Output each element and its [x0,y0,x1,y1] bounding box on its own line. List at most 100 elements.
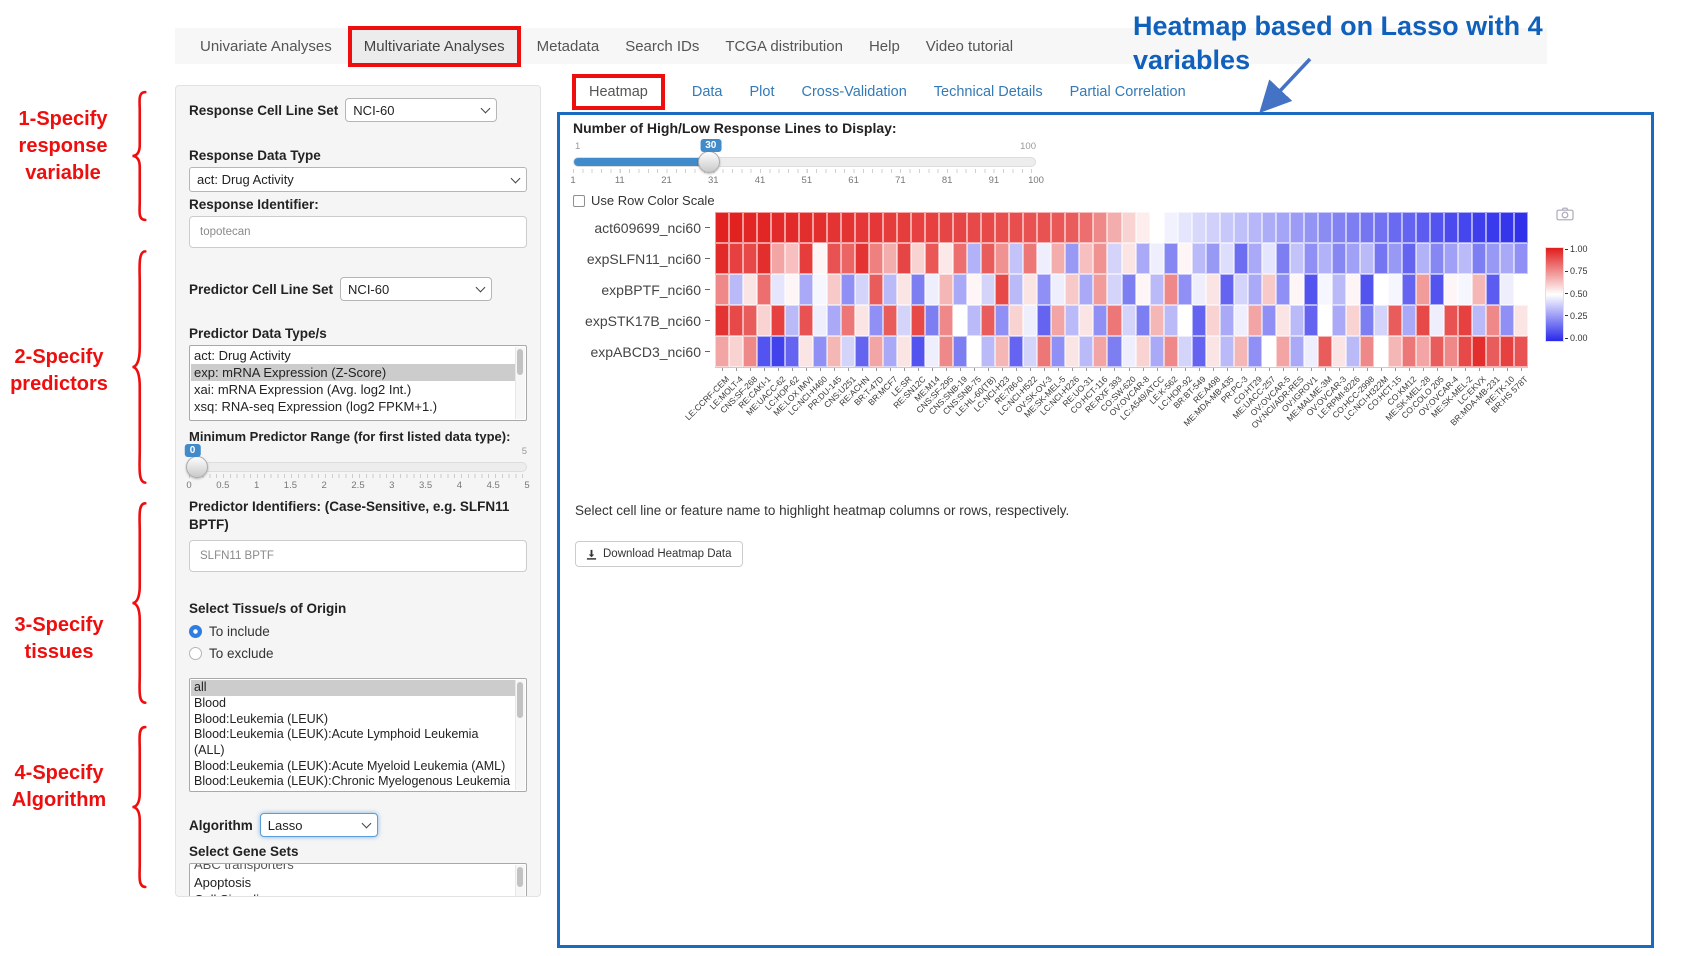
heatmap-cell[interactable] [1191,336,1206,367]
heatmap-cell[interactable] [1233,336,1248,367]
heatmap-cell[interactable] [1261,336,1276,367]
heatmap-cell[interactable] [939,336,954,367]
heatmap-cell[interactable] [1051,305,1066,336]
heatmap-cell[interactable] [1457,243,1472,274]
heatmap-cell[interactable] [883,243,898,274]
heatmap-cell[interactable] [1065,212,1080,243]
heatmap-cell[interactable] [715,212,730,243]
heatmap-cell[interactable] [1485,336,1500,367]
heatmap-cell[interactable] [1205,274,1220,305]
heatmap-cell[interactable] [1009,212,1024,243]
tab-partial-correlation[interactable]: Partial Correlation [1069,84,1186,100]
heatmap-cell[interactable] [757,243,772,274]
heatmap-cell[interactable] [1107,305,1122,336]
heatmap-cell[interactable] [1317,212,1332,243]
radio-exclude[interactable] [189,647,202,661]
slider-handle[interactable] [186,456,208,478]
heatmap-cell[interactable] [1247,336,1262,367]
heatmap-cell[interactable] [1177,243,1192,274]
heatmap-cell[interactable] [827,212,842,243]
heatmap-cell[interactable] [1485,305,1500,336]
heatmap-cell[interactable] [729,212,744,243]
heatmap-cell[interactable] [883,305,898,336]
heatmap-cell[interactable] [1415,336,1430,367]
heatmap-cell[interactable] [1037,274,1052,305]
heatmap-cell[interactable] [1233,212,1248,243]
heatmap-cell[interactable] [869,305,884,336]
heatmap-cell[interactable] [1317,274,1332,305]
heatmap-row-label-expabcd3-nci60[interactable]: expABCD3_nci60 [560,336,710,367]
heatmap-cell[interactable] [1079,274,1094,305]
tissue-option[interactable]: Blood:Leukemia (LEUK) [194,711,329,726]
heatmap-cell[interactable] [1289,336,1304,367]
heatmap-cell[interactable] [1429,305,1444,336]
heatmap-grid[interactable] [715,212,1528,368]
heatmap-cell[interactable] [1135,243,1150,274]
heatmap-cell[interactable] [757,274,772,305]
heatmap-cell[interactable] [1051,212,1066,243]
heatmap-cell[interactable] [841,212,856,243]
heatmap-cell[interactable] [799,336,814,367]
heatmap-cell[interactable] [1009,243,1024,274]
heatmap-cell[interactable] [1121,274,1136,305]
heatmap-cell[interactable] [1261,243,1276,274]
heatmap-cell[interactable] [911,212,926,243]
heatmap-cell[interactable] [1275,212,1290,243]
heatmap-cell[interactable] [1093,212,1108,243]
heatmap-cell[interactable] [1093,336,1108,367]
heatmap-cell[interactable] [1359,336,1374,367]
heatmap-cell[interactable] [827,305,842,336]
heatmap-cell[interactable] [757,212,772,243]
heatmap-cell[interactable] [855,274,870,305]
heatmap-cell[interactable] [1275,336,1290,367]
tissue-option[interactable]: Blood:Leukemia (LEUK):Acute Myeloid Leuk… [194,758,506,773]
heatmap-cell[interactable] [1205,305,1220,336]
response-data-type-select[interactable]: act: Drug Activity [189,167,527,192]
scrollbar[interactable] [515,865,525,896]
tissue-listbox[interactable]: all Blood Blood:Leukemia (LEUK) Blood:Leuke… [189,678,527,793]
heatmap-cell[interactable] [827,243,842,274]
heatmap-cell[interactable] [953,305,968,336]
heatmap-cell[interactable] [1177,212,1192,243]
heatmap-cell[interactable] [1261,274,1276,305]
heatmap-cell[interactable] [1065,274,1080,305]
tissue-option[interactable]: Blood [194,696,226,711]
heatmap-cell[interactable] [813,305,828,336]
gene-sets-listbox[interactable]: ABC transportersApoptosisCell SignalingD… [189,863,527,896]
heatmap-cell[interactable] [1443,336,1458,367]
heatmap-cell[interactable] [1065,243,1080,274]
heatmap-cell[interactable] [1009,305,1024,336]
heatmap-cell[interactable] [1051,243,1066,274]
heatmap-cell[interactable] [1359,305,1374,336]
heatmap-cell[interactable] [981,305,996,336]
heatmap-cell[interactable] [841,336,856,367]
heatmap-cell[interactable] [1499,336,1514,367]
predictor-identifiers-input[interactable]: SLFN11 BPTF [189,540,527,573]
heatmap-cell[interactable] [1289,274,1304,305]
heatmap-cell[interactable] [1429,274,1444,305]
heatmap-cell[interactable] [743,336,758,367]
heatmap-cell[interactable] [1051,274,1066,305]
heatmap-cell[interactable] [785,212,800,243]
heatmap-cell[interactable] [939,212,954,243]
heatmap-cell[interactable] [1219,274,1234,305]
heatmap-cell[interactable] [743,212,758,243]
heatmap-cell[interactable] [1373,212,1388,243]
heatmap-cell[interactable] [1079,212,1094,243]
heatmap-cell[interactable] [785,274,800,305]
heatmap-cell[interactable] [1485,243,1500,274]
heatmap-cell[interactable] [1457,336,1472,367]
heatmap-cell[interactable] [1191,212,1206,243]
nav-item-tcga-distribution[interactable]: TCGA distribution [725,37,843,55]
heatmap-cell[interactable] [1037,305,1052,336]
heatmap-cell[interactable] [981,336,996,367]
slider-track[interactable] [573,157,1036,167]
heatmap-cell[interactable] [1191,305,1206,336]
heatmap-cell[interactable] [911,274,926,305]
heatmap-cell[interactable] [1415,212,1430,243]
heatmap-cell[interactable] [1373,243,1388,274]
heatmap-cell[interactable] [1317,305,1332,336]
tissue-include-radio-row[interactable]: To include [189,624,527,639]
heatmap-cell[interactable] [1373,336,1388,367]
heatmap-cell[interactable] [967,212,982,243]
